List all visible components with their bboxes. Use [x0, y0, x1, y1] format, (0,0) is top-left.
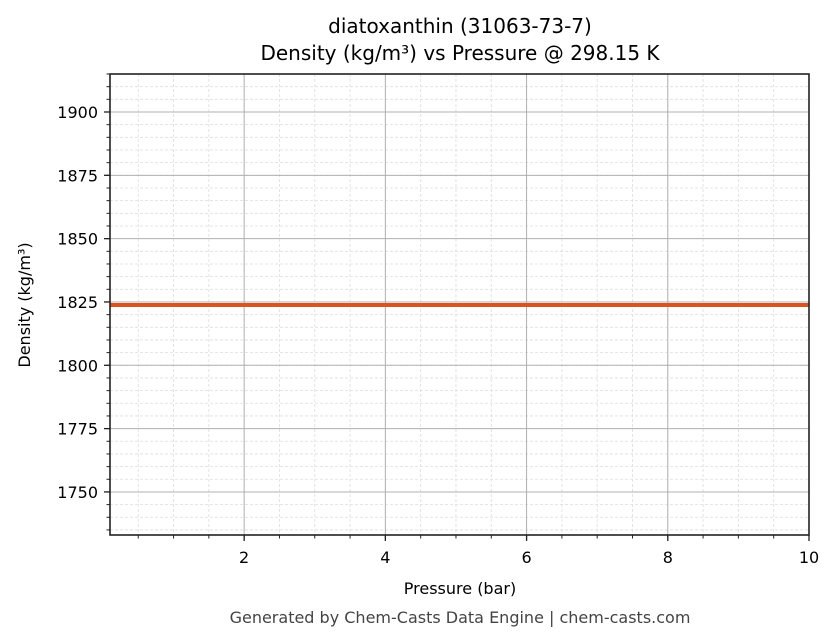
x-tick-label: 4	[380, 548, 390, 567]
y-tick-label: 1850	[57, 230, 98, 249]
y-tick-label: 1750	[57, 483, 98, 502]
footer-credit: Generated by Chem-Casts Data Engine | ch…	[229, 608, 691, 627]
y-tick-label: 1900	[57, 103, 98, 122]
x-axis-ticks: 2 4 6 8 10	[137, 535, 819, 567]
chart-title-property: Density (kg/m³) vs Pressure @ 298.15 K	[260, 41, 660, 65]
chart-title-compound: diatoxanthin (31063-73-7)	[328, 14, 592, 38]
y-tick-label: 1775	[57, 420, 98, 439]
y-tick-label: 1875	[57, 166, 98, 185]
y-tick-label: 1825	[57, 293, 98, 312]
y-axis-ticks: 1750 1775 1800 1825 1850 1875 1900	[57, 73, 110, 531]
y-axis-label: Density (kg/m³)	[15, 242, 34, 367]
plot-frame	[109, 73, 810, 536]
x-tick-label: 10	[799, 548, 819, 567]
x-axis-label: Pressure (bar)	[404, 579, 516, 598]
y-tick-label: 1800	[57, 356, 98, 375]
x-tick-label: 6	[521, 548, 531, 567]
x-tick-label: 8	[663, 548, 673, 567]
x-tick-label: 2	[239, 548, 249, 567]
